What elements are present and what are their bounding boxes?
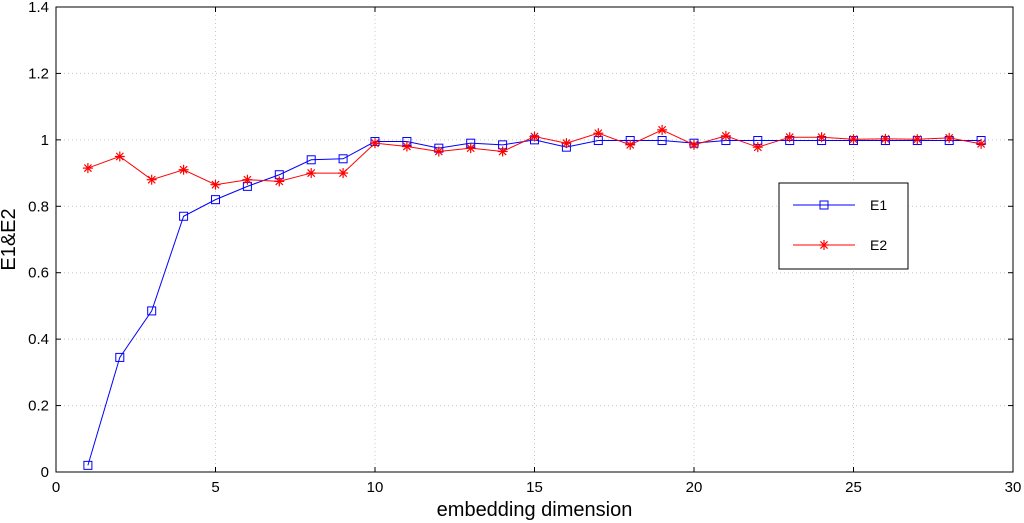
data-point-e2 bbox=[816, 132, 827, 143]
data-point-e2 bbox=[784, 132, 795, 143]
data-point-e2 bbox=[401, 141, 412, 152]
data-point-e2 bbox=[720, 130, 731, 141]
data-point-e2 bbox=[561, 138, 572, 149]
data-point-e1 bbox=[306, 155, 316, 165]
series-e2 bbox=[82, 124, 987, 190]
legend-item-e1: E1 bbox=[793, 197, 887, 213]
x-tick-label: 30 bbox=[1005, 479, 1022, 496]
data-point-e2 bbox=[689, 139, 699, 150]
x-tick-label: 20 bbox=[686, 479, 703, 496]
data-point-e2 bbox=[657, 124, 668, 135]
data-point-e1 bbox=[83, 460, 93, 470]
data-point-e2 bbox=[338, 168, 349, 179]
data-point-e2 bbox=[593, 128, 604, 139]
data-point-e2 bbox=[752, 142, 763, 153]
data-point-e2 bbox=[529, 131, 540, 142]
data-point-e2 bbox=[465, 143, 476, 154]
data-point-e2 bbox=[848, 134, 859, 145]
y-tick-label: 0.2 bbox=[28, 398, 49, 415]
legend-marker bbox=[819, 240, 829, 250]
data-point-e2 bbox=[274, 176, 285, 187]
x-tick-label: 5 bbox=[211, 479, 219, 496]
y-tick-label: 1.4 bbox=[28, 0, 49, 16]
data-point-e2 bbox=[880, 133, 891, 144]
data-point-e1 bbox=[147, 306, 157, 316]
data-point-e1 bbox=[338, 154, 348, 164]
data-point-e2 bbox=[625, 139, 636, 150]
x-tick-label: 15 bbox=[526, 479, 543, 496]
data-point-e2 bbox=[210, 179, 221, 190]
ticks: 0 5 10 15 20 25 30 0 0.2 0.4 0.6 0.8 1 1.2 1.4 bbox=[28, 0, 1021, 496]
x-tick-label: 25 bbox=[845, 479, 862, 496]
legend: E1 E2 bbox=[778, 182, 909, 270]
legend-marker bbox=[819, 200, 829, 210]
data-point-e2 bbox=[944, 132, 955, 143]
data-point-e2 bbox=[306, 168, 317, 179]
data-point-e1 bbox=[115, 352, 125, 362]
data-point-e2 bbox=[497, 146, 508, 157]
x-axis-label: embedding dimension bbox=[437, 499, 633, 521]
data-point-e2 bbox=[82, 163, 93, 174]
y-tick-label: 1 bbox=[41, 132, 49, 149]
data-point-e2 bbox=[976, 138, 987, 149]
data-point-e2 bbox=[146, 174, 157, 185]
data-point-e2 bbox=[912, 134, 923, 145]
y-tick-label: 0 bbox=[41, 464, 49, 481]
y-tick-label: 0.4 bbox=[28, 331, 49, 348]
data-point-e2 bbox=[114, 151, 125, 162]
legend-item-e2: E2 bbox=[793, 237, 887, 253]
legend-box bbox=[778, 182, 909, 270]
legend-label: E2 bbox=[870, 237, 887, 253]
data-point-e2 bbox=[242, 174, 253, 185]
data-point-e2 bbox=[370, 138, 380, 149]
y-tick-label: 0.6 bbox=[28, 265, 49, 282]
data-point-e2 bbox=[178, 164, 189, 175]
data-point-e1 bbox=[179, 211, 189, 221]
data-point-e2 bbox=[433, 146, 444, 157]
x-tick-label: 10 bbox=[367, 479, 384, 496]
data-point-e1 bbox=[211, 195, 220, 205]
y-axis-label: E1&E2 bbox=[0, 208, 20, 270]
data-point-e1 bbox=[657, 136, 667, 146]
legend-label: E1 bbox=[870, 197, 887, 213]
x-tick-label: 0 bbox=[52, 479, 60, 496]
series-layer bbox=[82, 124, 987, 470]
y-tick-label: 1.2 bbox=[28, 65, 49, 82]
y-tick-label: 0.8 bbox=[28, 198, 49, 215]
